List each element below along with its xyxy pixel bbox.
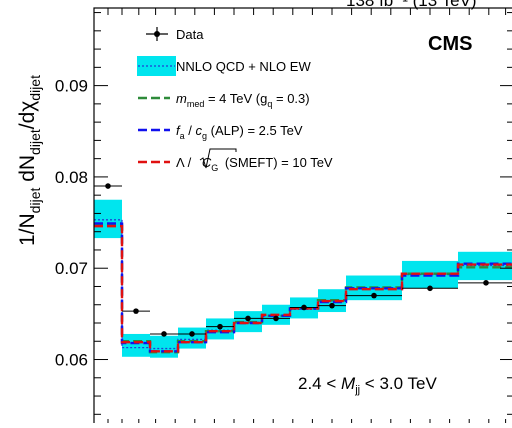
y-tick-label: 0.07: [55, 259, 88, 278]
legend-item-smeft: Λ / CG (SMEFT) = 10 TeV: [138, 148, 333, 173]
sm-band-bin: [94, 199, 122, 239]
legend-smeft-pre: Λ /: [176, 155, 195, 170]
data-points-group: [94, 183, 512, 337]
region-label: 2.4 < Mjj < 3.0 TeV: [298, 374, 437, 396]
sm-band-bin: [178, 327, 206, 349]
plot-frame: [93, 7, 512, 428]
ylabel-c-sub: dijet: [27, 75, 43, 101]
legend-item-data: Data: [146, 27, 204, 42]
y-tick-label: 0.08: [55, 168, 88, 187]
region-label-var: M: [341, 374, 356, 393]
legend-item-mmed: mmed = 4 TeV (gq = 0.3): [138, 91, 310, 109]
legend-label-sm: NNLO QCD + NLO EW: [176, 59, 311, 74]
data-point: [189, 331, 195, 337]
legend-alp-var2-sub: g: [202, 131, 207, 141]
legend-smeft-tail: (SMEFT) = 10 TeV: [221, 155, 333, 170]
data-point: [105, 183, 111, 189]
legend-label-alp: fa / cg (ALP) = 2.5 TeV: [176, 123, 303, 141]
data-point: [483, 280, 489, 286]
legend-smeft-sqrt-sign: [199, 148, 237, 169]
legend-mmed-text-sub: q: [267, 99, 272, 109]
legend-alp-tail: (ALP) = 2.5 TeV: [207, 123, 303, 138]
data-point: [329, 302, 335, 309]
ylabel-c: /dχ: [16, 101, 39, 130]
y-tick-label: 0.09: [55, 77, 88, 96]
legend-alp-mid: /: [185, 123, 196, 138]
legend-item-sm: NNLO QCD + NLO EW: [137, 56, 311, 76]
legend-alp-var: f: [176, 123, 181, 138]
legend-data-marker-dot: [154, 31, 160, 37]
sm-band-bin: [122, 333, 150, 357]
data-point: [161, 331, 167, 337]
data-point: [133, 308, 139, 314]
data-point: [427, 285, 433, 292]
data-point: [371, 292, 377, 299]
legend-mmed-var-sub: med: [187, 99, 205, 109]
sm-band-bin: [150, 335, 178, 358]
legend-alp-var-sub: a: [180, 131, 185, 141]
region-label-suffix: < 3.0 TeV: [360, 374, 437, 393]
ylabel-a-sub: dijet: [27, 188, 43, 214]
ylabel-a: 1/N: [16, 213, 39, 246]
legend-sm-band-swatch: [137, 56, 176, 76]
legend-label-mmed: mmed = 4 TeV (gq = 0.3): [176, 91, 310, 109]
y-axis-label: 1/Ndijet dNdijet/dχdijet: [16, 75, 43, 246]
data-point: [301, 304, 307, 311]
ylabel-b: dN: [16, 155, 39, 188]
legend-mmed-tail: = 0.3): [272, 91, 309, 106]
region-label-sub: jj: [354, 384, 360, 396]
data-point: [245, 315, 251, 322]
header-lumi-text: 138 fb⁻¹ (13 TeV): [346, 0, 477, 10]
legend-mmed-text: = 4 TeV (g: [204, 91, 267, 106]
legend-item-alp: fa / cg (ALP) = 2.5 TeV: [138, 123, 303, 141]
data-point: [217, 323, 223, 330]
ylabel-b-sub: dijet: [27, 129, 43, 155]
legend-label-data: Data: [176, 27, 204, 42]
data-point: [273, 315, 279, 322]
legend-alp-var2: c: [195, 123, 202, 138]
legend-mmed-var: m: [176, 91, 187, 106]
region-label-prefix: 2.4 <: [298, 374, 341, 393]
y-tick-label: 0.06: [55, 351, 88, 370]
experiment-label: CMS: [428, 33, 472, 55]
legend: Data NNLO QCD + NLO EW mmed = 4 TeV (gq …: [137, 27, 333, 173]
legend-label-smeft: Λ / CG (SMEFT) = 10 TeV: [176, 155, 333, 173]
sm-band-bin: [234, 311, 262, 333]
legend-smeft-sqrt-sub: G: [211, 163, 218, 173]
